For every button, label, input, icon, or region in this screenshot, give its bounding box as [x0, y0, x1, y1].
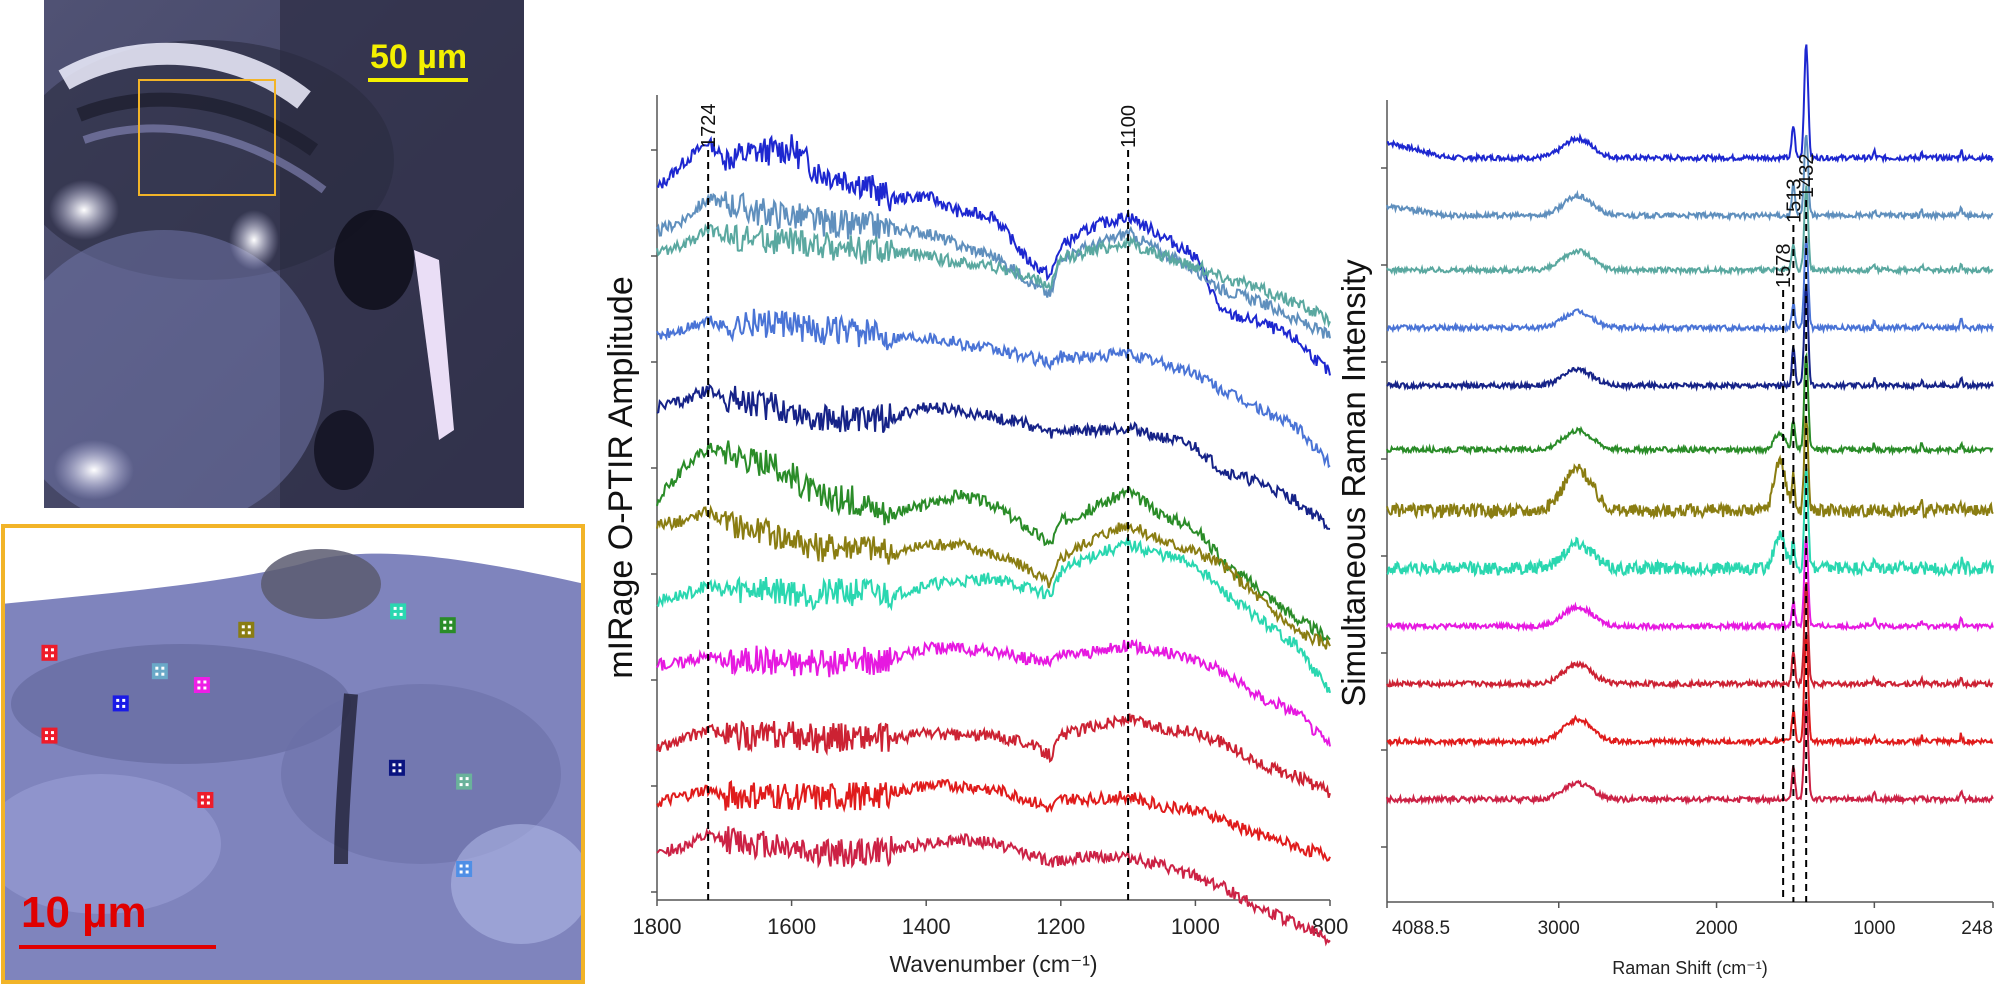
raman-series-4	[1386, 237, 1994, 335]
ir-series-8	[656, 536, 1331, 694]
ir-annotation-label: 1100	[1118, 105, 1140, 148]
raman-x-tick-label: 248	[1961, 918, 1993, 939]
ir-series-2	[656, 191, 1331, 339]
ir-annotation-label: 1724	[698, 103, 720, 148]
ir-series-7	[656, 504, 1331, 650]
zoom-region-box	[138, 79, 276, 196]
ir-series-10	[656, 713, 1331, 798]
raman-x-tick-label: 2000	[1695, 918, 1737, 939]
ir-x-tick-label: 1400	[902, 914, 951, 939]
raman-series-9	[1386, 536, 1994, 633]
ir-x-tick-label: 1200	[1036, 914, 1085, 939]
raman-series-7	[1386, 415, 1994, 521]
raman-y-axis-label: Simultaneous Raman Intensity	[1335, 259, 1372, 707]
marker-9	[439, 617, 456, 634]
ir-series-12	[656, 826, 1331, 947]
ir-x-tick-label: 1000	[1171, 914, 1220, 939]
ir-y-axis-label: mIRage O-PTIR Amplitude	[602, 276, 640, 678]
raman-series-10	[1386, 582, 1994, 690]
ir-series-6	[656, 440, 1331, 643]
ir-x-axis-label: Wavenumber (cm⁻¹)	[889, 951, 1097, 977]
marker-7	[197, 792, 214, 808]
raman-series-6	[1386, 351, 1994, 457]
raman-series-5	[1386, 283, 1994, 392]
raman-annotation-label: 1578	[1773, 244, 1795, 289]
raman-x-axis-label: Raman Shift (cm⁻¹)	[1612, 958, 1768, 978]
marker-5	[193, 677, 210, 693]
marker-10	[388, 759, 405, 776]
overview-image	[4, 0, 524, 530]
marker-6	[238, 621, 255, 638]
raman-x-tick-label: 4088.5	[1392, 918, 1450, 939]
optir-spectra-chart: 1800 1600 1400 1200 1000 800 Wavenumber (cm⁻¹)…	[590, 0, 1350, 989]
zoom-frame	[1, 524, 585, 984]
scale-label-10um: 10 µm	[21, 888, 147, 937]
ir-series-5	[656, 383, 1331, 530]
raman-x-tick-label: 1000	[1853, 918, 1895, 939]
marker-12	[456, 861, 473, 877]
ir-series-3	[656, 223, 1331, 329]
marker-1	[41, 644, 58, 661]
marker-3	[112, 695, 129, 712]
marker-2	[41, 727, 58, 744]
measurement-markers	[41, 603, 473, 877]
raman-series-11	[1386, 634, 1994, 749]
ir-series-11	[656, 778, 1331, 862]
raman-spectra-chart: 4088.5 3000 2000 1000 248 Raman Shift (cm⁻¹) S…	[1335, 0, 2000, 989]
raman-plot: 4088.5 3000 2000 1000 248 Raman Shift (cm⁻¹) S…	[1335, 44, 1994, 978]
marker-4	[151, 663, 168, 680]
raman-series-2	[1386, 134, 1994, 222]
scale-label-50um: 50 µm	[370, 38, 468, 76]
optical-micrograph-zoom: 10 µm	[0, 524, 591, 984]
raman-annotation-label: 1432	[1796, 154, 1818, 199]
ir-series-4	[656, 308, 1331, 469]
raman-series-1	[1386, 44, 1994, 164]
zoom-image	[0, 524, 591, 984]
ir-series-9	[656, 638, 1331, 747]
marker-8	[390, 603, 407, 620]
raman-series-3	[1386, 185, 1994, 277]
optical-micrograph-overview: 50 µm	[4, 0, 524, 530]
raman-x-tick-label: 3000	[1538, 918, 1580, 939]
ir-x-tick-label: 1800	[633, 914, 682, 939]
ir-x-tick-label: 1600	[767, 914, 816, 939]
marker-11	[456, 773, 473, 790]
raman-annotation-label: 1513	[1783, 179, 1805, 224]
raman-series-12	[1386, 699, 1994, 806]
raman-series-8	[1386, 468, 1994, 578]
ir-series-1	[656, 134, 1331, 376]
